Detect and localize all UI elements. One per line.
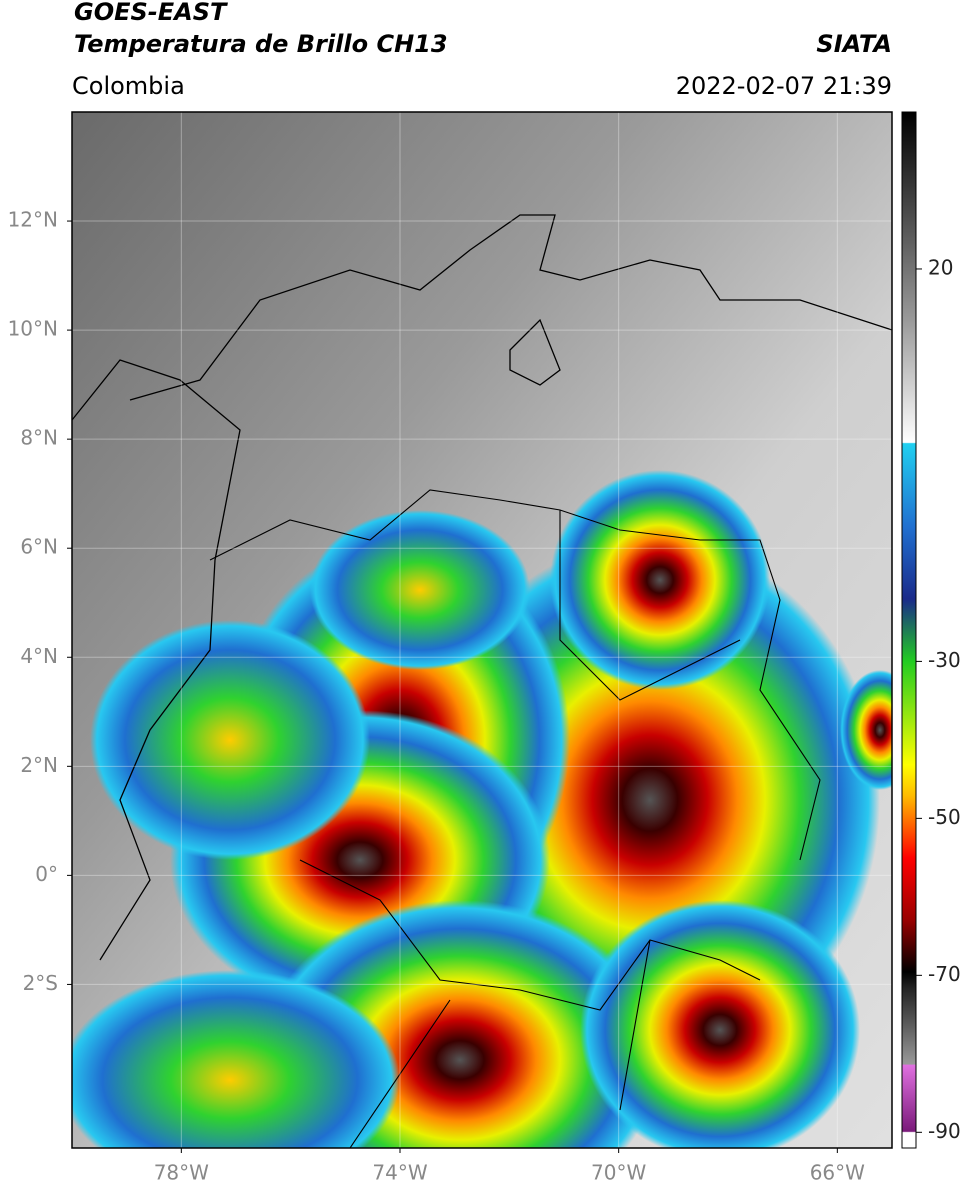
colorbar	[901, 111, 917, 1149]
lat-tick-label: 0°	[35, 862, 58, 886]
lon-tick-label: 70°W	[591, 1161, 646, 1185]
map-frame	[71, 111, 893, 1149]
lon-tick-label: 78°W	[154, 1161, 209, 1185]
datetime: 2022-02-07 21:39	[676, 72, 892, 100]
source: SIATA	[816, 30, 892, 58]
title: GOES-EAST	[74, 0, 228, 26]
subtitle: Temperatura de Brillo CH13	[74, 30, 448, 58]
lat-tick-label: 10°N	[8, 317, 58, 341]
lat-tick-label: 4°N	[20, 644, 58, 668]
lon-tick-label: 74°W	[372, 1161, 427, 1185]
colorbar-tick-label: -70	[928, 962, 961, 986]
region: Colombia	[72, 72, 185, 100]
imagery	[72, 112, 892, 1148]
graticule	[72, 112, 892, 1148]
lat-tick-label: 6°N	[20, 535, 58, 559]
colorbar-tick-label: 20	[928, 255, 953, 279]
colorbar-tick-label: -30	[928, 648, 961, 672]
lat-tick-label: 2°N	[20, 753, 58, 777]
lat-tick-label: 2°S	[23, 971, 58, 995]
colorbar-tick-label: -90	[928, 1119, 961, 1143]
lat-tick-label: 12°N	[8, 208, 58, 232]
colorbar-tick-label: -50	[928, 805, 961, 829]
lon-tick-label: 66°W	[810, 1161, 865, 1185]
lat-tick-label: 8°N	[20, 426, 58, 450]
